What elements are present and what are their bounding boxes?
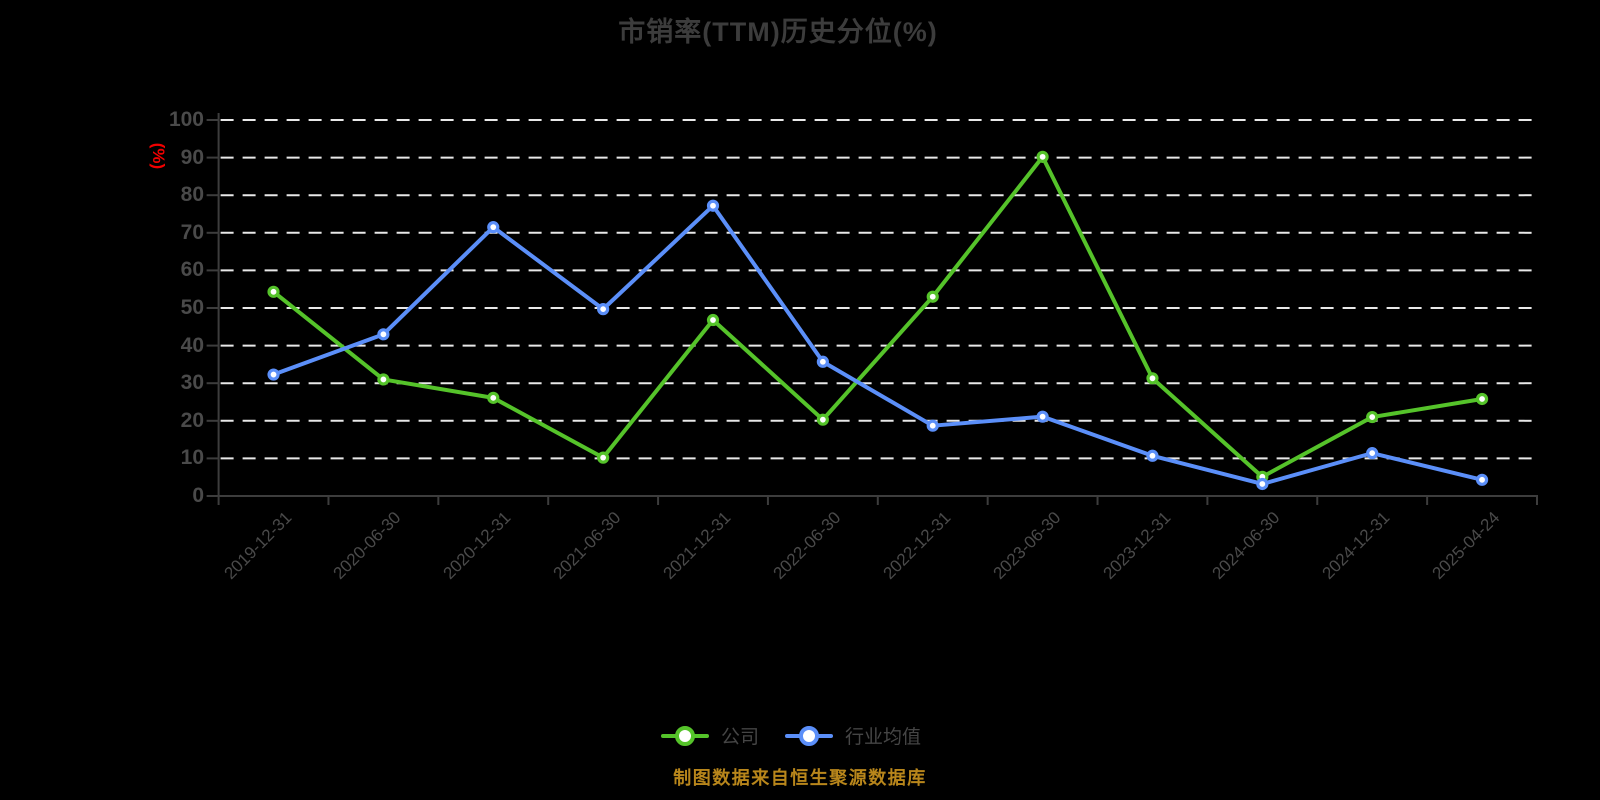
company-series-point[interactable] bbox=[1475, 392, 1489, 406]
legend-label-company: 公司 bbox=[720, 727, 759, 748]
y-tick-label: 40 bbox=[180, 333, 204, 357]
y-tick-label: 60 bbox=[180, 258, 204, 282]
company-series-point[interactable] bbox=[706, 313, 720, 327]
legend-label-industry: 行业均值 bbox=[845, 727, 922, 748]
legend-item-company[interactable]: 公司 bbox=[660, 722, 759, 749]
industry-series-point[interactable] bbox=[816, 355, 829, 368]
industry-series-point[interactable] bbox=[1036, 410, 1049, 423]
industry-series-point[interactable] bbox=[377, 328, 390, 341]
company-series-point[interactable] bbox=[597, 451, 610, 464]
data-source-note: 制图数据来自恒生聚源数据库 bbox=[673, 768, 927, 788]
industry-series-point[interactable] bbox=[1146, 449, 1159, 462]
y-tick-label: 50 bbox=[180, 296, 204, 319]
y-tick-label: 0 bbox=[192, 484, 204, 507]
company-series-point[interactable] bbox=[487, 391, 500, 404]
company-series-point[interactable] bbox=[926, 290, 939, 303]
chart-legend: 公司 行业均值 bbox=[0, 722, 1600, 749]
industry-series-point[interactable] bbox=[1366, 447, 1379, 460]
chart-title: 市销率(TTM)历史分位(%) bbox=[618, 17, 938, 47]
industry-series-line bbox=[271, 203, 1485, 486]
company-series-point[interactable] bbox=[816, 413, 829, 426]
y-tick-label: 80 bbox=[180, 183, 204, 207]
industry-series-point[interactable] bbox=[487, 221, 500, 234]
industry-series-point[interactable] bbox=[597, 303, 610, 316]
y-tick-label: 10 bbox=[180, 446, 204, 470]
company-series-point[interactable] bbox=[1036, 150, 1049, 163]
industry-series-marker-icon bbox=[785, 725, 833, 747]
company-series-point[interactable] bbox=[1146, 372, 1159, 385]
y-tick-label: 30 bbox=[180, 371, 204, 395]
company-series-line bbox=[271, 154, 1485, 479]
y-tick-label: 20 bbox=[180, 408, 204, 432]
industry-series-point[interactable] bbox=[706, 199, 720, 212]
legend-item-industry[interactable]: 行业均值 bbox=[785, 722, 921, 749]
industry-series-point[interactable] bbox=[1475, 473, 1489, 486]
y-tick-label: 90 bbox=[180, 145, 204, 169]
industry-series-point[interactable] bbox=[1256, 477, 1269, 491]
company-series-point[interactable] bbox=[377, 373, 390, 386]
y-tick-label: 100 bbox=[168, 108, 204, 131]
industry-series-point[interactable] bbox=[926, 419, 939, 432]
company-series-point[interactable] bbox=[267, 285, 280, 298]
company-series-point[interactable] bbox=[1366, 410, 1379, 424]
y-tick-label: 70 bbox=[180, 220, 204, 244]
industry-series-point[interactable] bbox=[267, 368, 280, 381]
company-series-marker-icon bbox=[660, 725, 709, 747]
